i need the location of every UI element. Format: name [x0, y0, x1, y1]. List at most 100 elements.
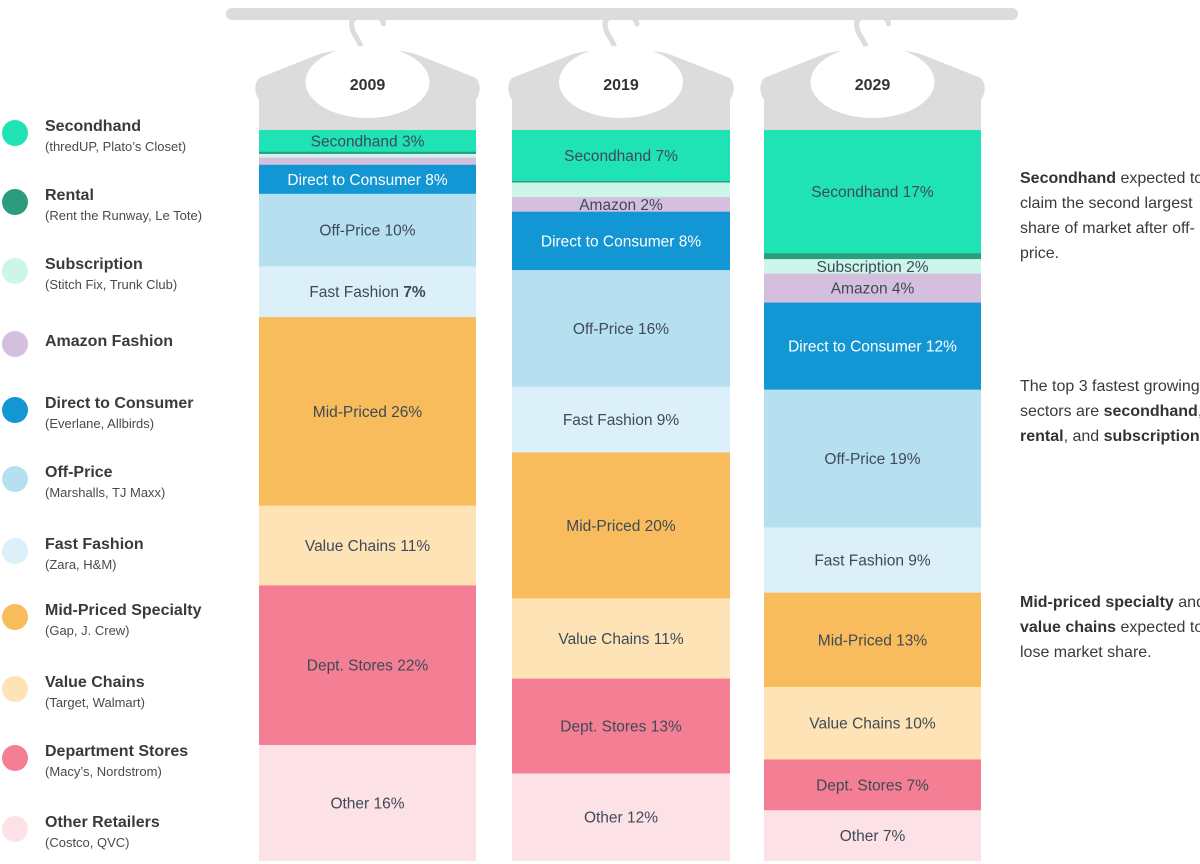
bar-dtc-2009	[259, 164, 476, 195]
bar-label-fastfashion-2029: Fast Fashion 9%	[814, 553, 931, 570]
bar-label-other-2019: Other 12%	[584, 810, 658, 827]
bar-label-offprice-2029: Off-Price 19%	[824, 451, 920, 468]
note-losing-share: Mid-priced specialty and value chains ex…	[1020, 590, 1200, 665]
bar-label-other-2009: Other 16%	[330, 795, 404, 812]
legend-item-subscription: Subscription (Stitch Fix, Trunk Club)	[0, 256, 240, 306]
bar-label-midpriced-2029: Mid-Priced 13%	[818, 632, 928, 649]
note-fastest-growing: The top 3 fastest growing sectors are se…	[1020, 374, 1200, 449]
bar-valuechains-2029	[764, 686, 981, 760]
bar-midpriced-2009	[259, 317, 476, 507]
bar-label-dtc-2009: Direct to Consumer 8%	[287, 172, 447, 189]
legend-swatch-icon	[2, 397, 28, 423]
hanger-hook-icon	[853, 12, 891, 59]
bar-label-subscription-2029: Subscription 2%	[816, 259, 928, 276]
bar-secondhand-2019	[512, 130, 730, 182]
year-label-2009: 2009	[350, 77, 386, 94]
legend: Secondhand (thredUP, Plato’s Closet) Renta…	[0, 0, 240, 861]
note-fastest-b3: subscription.	[1103, 428, 1200, 445]
bar-amazon-2029	[764, 273, 981, 303]
legend-swatch-icon	[2, 538, 28, 564]
bar-label-secondhand-2029: Secondhand 17%	[811, 184, 934, 201]
year-label-2029: 2029	[855, 77, 891, 94]
legend-swatch-icon	[2, 258, 28, 284]
note-fastest-b2: rental	[1020, 428, 1064, 445]
legend-subtitle: (Marshalls, TJ Maxx)	[45, 485, 166, 500]
bar-label-deptstores-2009: Dept. Stores 22%	[307, 658, 429, 675]
bar-secondhand-2029	[764, 130, 981, 254]
column-2009: Secondhand 3% Direct to Consumer 8% Off-Pr…	[259, 130, 476, 861]
hangers: 2009 2019 2029	[255, 12, 985, 130]
legend-swatch-icon	[2, 816, 28, 842]
legend-swatch-icon	[2, 745, 28, 771]
bar-label-midpriced-2019: Mid-Priced 20%	[566, 518, 676, 535]
hanger-2029: 2029	[760, 12, 985, 130]
legend-subtitle: (Costco, QVC)	[45, 835, 130, 850]
legend-swatch-icon	[2, 189, 28, 215]
bar-amazon-2009	[259, 157, 476, 166]
hanger-hook-icon	[602, 12, 640, 59]
legend-subtitle: (Everlane, Allbirds)	[45, 416, 155, 431]
tank-top-neckline	[305, 46, 430, 118]
legend-item-offprice: Off-Price (Marshalls, TJ Maxx)	[0, 464, 240, 514]
legend-name: Mid-Priced Specialty	[45, 602, 202, 619]
bar-dtc-2019	[512, 211, 730, 271]
legend-swatch-icon	[2, 120, 28, 146]
bar-label-dtc-2019: Direct to Consumer 8%	[541, 233, 701, 250]
legend-subtitle: (Target, Walmart)	[45, 695, 145, 710]
bar-rental-2009	[259, 151, 476, 155]
bar-offprice-2019	[512, 270, 730, 388]
bar-label-other-2029: Other 7%	[840, 828, 906, 845]
bar-fastfashion-2019	[512, 386, 730, 453]
legend-item-dtc: Direct to Consumer (Everlane, Allbirds)	[0, 395, 240, 445]
column-2019: Secondhand 7% Amazon 2% Direct to Consumer…	[512, 130, 730, 861]
bar-label-valuechains-2029: Value Chains 10%	[809, 716, 936, 733]
note-fastest-sep2: , and	[1063, 428, 1104, 445]
note-losing-mid: and	[1178, 594, 1200, 611]
legend-name: Direct to Consumer	[45, 395, 194, 412]
bar-label-secondhand-2009: Secondhand 3%	[311, 133, 425, 150]
note-secondhand-bold: Secondhand	[1020, 170, 1117, 187]
legend-item-amazon: Amazon Fashion	[0, 331, 240, 383]
note-fastest-sep1: ,	[1198, 403, 1200, 420]
bar-other-2019	[512, 773, 730, 861]
legend-name: Amazon Fashion	[45, 333, 174, 350]
legend-name: Secondhand	[45, 118, 142, 135]
bar-label-midpriced-2009: Mid-Priced 26%	[313, 404, 423, 421]
bar-rental-2029	[764, 253, 981, 260]
tank-top-neckline	[810, 46, 935, 118]
bar-label-deptstores-2019: Dept. Stores 13%	[560, 719, 682, 736]
legend-item-deptstores: Department Stores (Macy’s, Nordstrom)	[0, 743, 240, 793]
bar-label-deptstores-2029: Dept. Stores 7%	[816, 777, 929, 794]
bar-label-valuechains-2019: Value Chains 11%	[558, 631, 683, 648]
bar-rental-2019	[512, 181, 730, 183]
bar-other-2029	[764, 810, 981, 861]
bar-valuechains-2009	[259, 505, 476, 586]
bar-other-2009	[259, 744, 476, 861]
legend-swatch-icon	[2, 331, 28, 357]
year-label-2019: 2019	[603, 77, 639, 94]
legend-item-fastfashion: Fast Fashion (Zara, H&M)	[0, 536, 240, 586]
hanger-2019: 2019	[508, 12, 734, 130]
legend-subtitle: (Zara, H&M)	[45, 557, 117, 572]
bar-fastfashion-2029	[764, 527, 981, 594]
bar-label-fastfashion-2009: Fast Fashion 7%	[309, 284, 426, 301]
hanger-hook-icon	[348, 12, 386, 59]
bar-dtc-2029	[764, 302, 981, 391]
hanger-2009: 2009	[255, 12, 480, 130]
legend-item-midpriced: Mid-Priced Specialty (Gap, J. Crew)	[0, 602, 240, 652]
note-losing-text: expected to lose market share.	[1020, 619, 1200, 661]
legend-swatch-icon	[2, 466, 28, 492]
legend-name: Subscription	[45, 256, 143, 273]
bar-label-dtc-2029: Direct to Consumer 12%	[788, 339, 957, 356]
bar-offprice-2009	[259, 193, 476, 267]
bar-label-valuechains-2009: Value Chains 11%	[305, 538, 430, 555]
bar-fastfashion-2009	[259, 266, 476, 318]
column-2029: Secondhand 17% Subscription 2% Amazon 4% Di…	[764, 130, 981, 861]
legend-subtitle: (Gap, J. Crew)	[45, 623, 130, 638]
bar-label-fastfashion-2019: Fast Fashion 9%	[563, 412, 680, 429]
legend-item-valuechains: Value Chains (Target, Walmart)	[0, 674, 240, 724]
bar-label-amazon-2029: Amazon 4%	[831, 281, 915, 298]
bar-label-offprice-2009: Off-Price 10%	[319, 223, 415, 240]
bar-amazon-2019	[512, 197, 730, 213]
